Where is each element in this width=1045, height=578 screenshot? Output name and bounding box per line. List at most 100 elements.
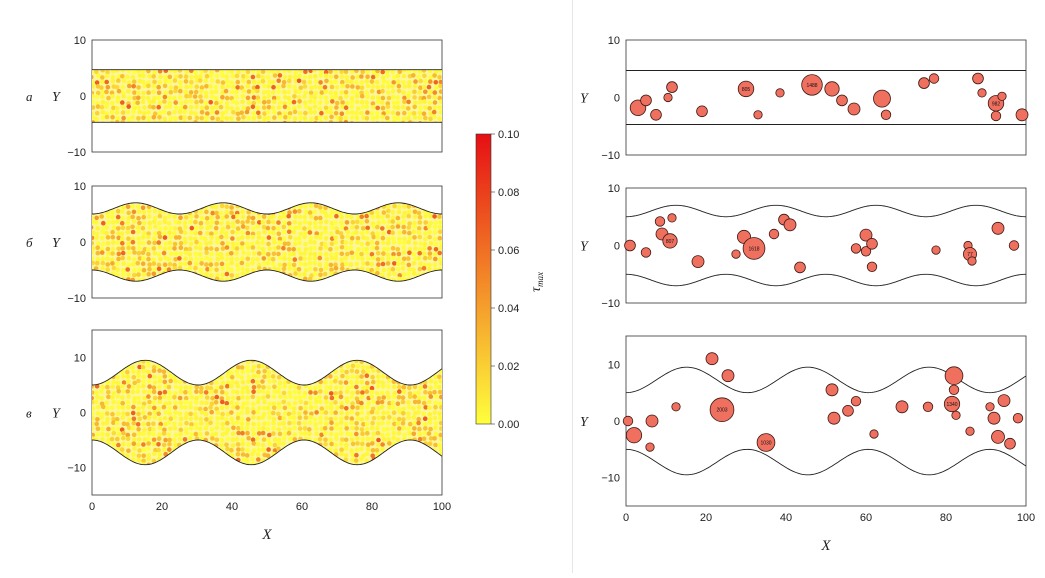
particle bbox=[136, 116, 141, 121]
particle bbox=[136, 406, 141, 411]
particle bbox=[287, 221, 292, 226]
particle bbox=[381, 384, 386, 389]
particle bbox=[413, 246, 418, 251]
particle bbox=[151, 432, 156, 437]
particle bbox=[390, 70, 395, 75]
particle bbox=[349, 262, 354, 267]
particle bbox=[167, 438, 172, 443]
particle bbox=[297, 74, 302, 79]
particle bbox=[120, 221, 125, 226]
particle bbox=[271, 105, 276, 110]
particle bbox=[293, 226, 298, 231]
particle bbox=[323, 230, 328, 235]
particle bbox=[141, 226, 146, 231]
particle bbox=[288, 225, 293, 230]
particle bbox=[245, 242, 250, 247]
particle bbox=[178, 252, 183, 257]
particle bbox=[179, 229, 184, 234]
particle bbox=[272, 379, 277, 384]
particle bbox=[340, 262, 345, 267]
particle bbox=[427, 267, 432, 272]
particle bbox=[235, 74, 240, 79]
particle bbox=[183, 262, 188, 267]
particle bbox=[312, 100, 317, 105]
particle bbox=[391, 405, 396, 410]
particle bbox=[262, 105, 267, 110]
particle bbox=[271, 220, 276, 225]
particle bbox=[229, 116, 234, 121]
particle bbox=[380, 405, 385, 410]
particle bbox=[328, 247, 333, 252]
particle bbox=[323, 380, 328, 385]
particle bbox=[204, 94, 209, 99]
particle bbox=[121, 431, 126, 436]
particle bbox=[411, 267, 416, 272]
particle bbox=[334, 214, 339, 219]
particle bbox=[361, 105, 366, 110]
particle bbox=[313, 261, 318, 266]
particle bbox=[250, 452, 255, 457]
particle bbox=[302, 257, 307, 262]
particle bbox=[333, 235, 338, 240]
particle bbox=[136, 96, 141, 101]
particle bbox=[302, 94, 307, 99]
particle bbox=[240, 210, 245, 215]
particle bbox=[266, 406, 271, 411]
particle bbox=[132, 210, 137, 215]
particle bbox=[215, 240, 220, 245]
particle bbox=[345, 101, 350, 106]
particle bbox=[283, 115, 288, 120]
particle bbox=[106, 247, 111, 252]
particle bbox=[236, 384, 241, 389]
particle bbox=[141, 380, 146, 385]
particle bbox=[245, 453, 250, 458]
particle bbox=[262, 374, 267, 379]
particle bbox=[386, 90, 391, 95]
particle bbox=[437, 385, 442, 390]
particle bbox=[340, 100, 345, 105]
particle bbox=[406, 94, 411, 99]
particle bbox=[153, 209, 158, 214]
particle bbox=[194, 105, 199, 110]
particle bbox=[152, 451, 157, 456]
particle bbox=[271, 80, 276, 85]
particle bbox=[340, 74, 345, 79]
particle bbox=[330, 99, 335, 104]
particle bbox=[371, 448, 376, 453]
particle bbox=[340, 84, 345, 89]
particle bbox=[345, 411, 350, 416]
particle bbox=[257, 384, 262, 389]
particle bbox=[163, 241, 168, 246]
particle bbox=[386, 237, 391, 242]
particle bbox=[241, 224, 246, 229]
particle bbox=[418, 106, 423, 111]
particle bbox=[318, 95, 323, 100]
particle bbox=[178, 422, 183, 427]
particle bbox=[391, 95, 396, 100]
particle bbox=[423, 231, 428, 236]
particle bbox=[288, 437, 293, 442]
particle bbox=[344, 446, 349, 451]
particle bbox=[95, 395, 100, 400]
particle bbox=[375, 225, 380, 230]
particle bbox=[99, 396, 104, 401]
particle bbox=[338, 96, 343, 101]
particle bbox=[147, 384, 152, 389]
particle bbox=[376, 374, 381, 379]
particle bbox=[380, 215, 385, 220]
particle bbox=[126, 405, 131, 410]
particle bbox=[184, 74, 189, 79]
particle bbox=[105, 257, 110, 262]
particle bbox=[370, 441, 375, 446]
particle bbox=[162, 251, 167, 256]
particle bbox=[200, 216, 205, 221]
particle bbox=[302, 395, 307, 400]
particle bbox=[174, 433, 179, 438]
particle bbox=[219, 235, 224, 240]
particle bbox=[413, 100, 418, 105]
particle bbox=[205, 231, 210, 236]
particle bbox=[164, 410, 169, 415]
particle bbox=[391, 436, 396, 441]
particle bbox=[184, 421, 189, 426]
particle bbox=[245, 74, 250, 79]
